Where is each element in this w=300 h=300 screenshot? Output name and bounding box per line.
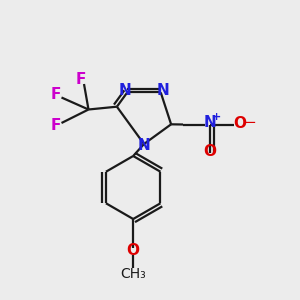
Text: O: O [127, 243, 140, 258]
Text: F: F [50, 87, 61, 102]
Text: CH₃: CH₃ [120, 268, 146, 281]
Text: N: N [118, 83, 131, 98]
Text: N: N [204, 115, 216, 130]
Text: O: O [203, 144, 217, 159]
Text: −: − [244, 115, 256, 130]
Text: N: N [157, 83, 169, 98]
Text: N: N [138, 138, 150, 153]
Text: +: + [212, 112, 221, 122]
Text: F: F [76, 72, 86, 87]
Text: F: F [50, 118, 61, 134]
Text: O: O [233, 116, 247, 130]
